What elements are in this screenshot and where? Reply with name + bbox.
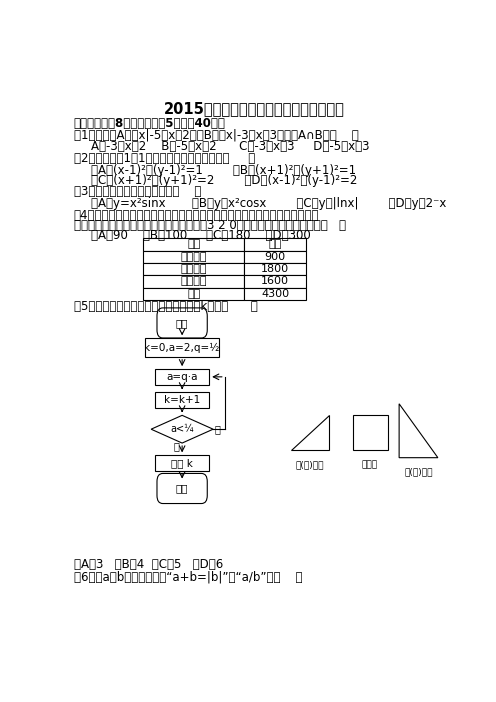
Text: 合计: 合计: [187, 289, 200, 298]
Text: 是: 是: [174, 441, 180, 451]
Text: a=q·a: a=q·a: [166, 372, 198, 382]
Text: k=k+1: k=k+1: [164, 395, 200, 405]
Text: 输出 k: 输出 k: [171, 458, 193, 468]
Text: （2）圆心为（1，1）且过原点的圆的方程是（     ）: （2）圆心为（1，1）且过原点的圆的方程是（ ）: [73, 152, 255, 165]
Text: （A）90    （B）100     （C）180    （D）300: （A）90 （B）100 （C）180 （D）300: [91, 229, 311, 242]
Text: 青年教师: 青年教师: [181, 277, 207, 286]
Text: A．-3＜x＜2    B．-5＜x＜2      C．-3＜x＜3     D．-5＜x＜3: A．-3＜x＜2 B．-5＜x＜2 C．-3＜x＜3 D．-5＜x＜3: [91, 140, 370, 154]
Text: a<¼: a<¼: [170, 424, 194, 435]
Text: （3）下列函数中为偶函数的是（    ）: （3）下列函数中为偶函数的是（ ）: [73, 185, 201, 198]
Text: 一、选择题共8小题，每小题5分，冈40分。: 一、选择题共8小题，每小题5分，冈40分。: [73, 117, 226, 130]
Bar: [244, 263, 306, 275]
Bar: [143, 275, 244, 288]
FancyBboxPatch shape: [157, 473, 207, 503]
Bar: [155, 392, 209, 408]
Bar: [143, 263, 244, 275]
Polygon shape: [291, 416, 329, 450]
Bar: [143, 238, 244, 251]
Text: 开始: 开始: [176, 318, 188, 328]
Bar: [244, 251, 306, 263]
Bar: [155, 369, 209, 385]
Text: （5）执行如果所示的程序框图，输出的k値为（      ）: （5）执行如果所示的程序框图，输出的k値为（ ）: [73, 300, 257, 313]
Bar: [143, 288, 244, 300]
Polygon shape: [151, 416, 213, 443]
Text: （A）(x-1)²＋(y-1)²=1        （B）(x+1)²＋(y+1)²=1: （A）(x-1)²＋(y-1)²=1 （B）(x+1)²＋(y+1)²=1: [91, 164, 357, 176]
Bar: [143, 251, 244, 263]
Text: 否: 否: [215, 424, 221, 435]
Text: 人数: 人数: [268, 239, 282, 249]
Text: k=0,a=2,q=½: k=0,a=2,q=½: [144, 343, 220, 352]
Polygon shape: [353, 416, 387, 450]
Text: 正(左)侧图: 正(左)侧图: [296, 460, 324, 469]
Polygon shape: [399, 404, 438, 458]
Text: 类别: 类别: [187, 239, 200, 249]
Text: （1）若集合A＝｛x|-5＜x＜2｝，B＝｛x|-3＜x＜3｝，则A∩B＝（    ）: （1）若集合A＝｛x|-5＜x＜2｝，B＝｛x|-3＜x＜3｝，则A∩B＝（ ）: [73, 129, 359, 142]
Text: 1600: 1600: [261, 277, 289, 286]
Text: 老年教师: 老年教师: [181, 252, 207, 262]
Bar: [244, 238, 306, 251]
Text: 结束: 结束: [176, 484, 188, 494]
Text: （4）某校老年，中年和青年教师的人数见下表，采用分层抗样的方法调查教师: （4）某校老年，中年和青年教师的人数见下表，采用分层抗样的方法调查教师: [73, 209, 319, 222]
Text: （C）(x+1)²＋(y+1)²=2        （D）(x-1)²＋(y-1)²=2: （C）(x+1)²＋(y+1)²=2 （D）(x-1)²＋(y-1)²=2: [91, 173, 358, 187]
Text: 侧(右)侧图: 侧(右)侧图: [404, 468, 433, 477]
Text: 900: 900: [264, 252, 286, 262]
Text: 4300: 4300: [261, 289, 289, 298]
Text: 的身体情况，在抖取的样本中，青年教师有3 2 0人，则该样本的老年人数为（   ）: 的身体情况，在抖取的样本中，青年教师有3 2 0人，则该样本的老年人数为（ ）: [73, 219, 346, 232]
Bar: [244, 275, 306, 288]
FancyBboxPatch shape: [157, 308, 207, 338]
Text: （6）设a，b是非零向量，“a+b=|b|”是“a/b”的（    ）: （6）设a，b是非零向量，“a+b=|b|”是“a/b”的（ ）: [73, 571, 302, 584]
Text: 1800: 1800: [261, 264, 289, 274]
Text: 俯视图: 俯视图: [362, 460, 378, 469]
Bar: [244, 288, 306, 300]
Bar: [145, 338, 219, 357]
Text: 2015年北京高考文科数学试题及参考答案: 2015年北京高考文科数学试题及参考答案: [164, 101, 345, 116]
Text: （A）3   （B）4  （C）5   （D）6: （A）3 （B）4 （C）5 （D）6: [73, 558, 223, 571]
Bar: [155, 456, 209, 471]
Text: （A）y=x²sinx       （B）y＝x²cosx        （C）y＝|lnx|        （D）y＝2⁻x: （A）y=x²sinx （B）y＝x²cosx （C）y＝|lnx| （D）y＝…: [91, 197, 447, 210]
Text: 中年教师: 中年教师: [181, 264, 207, 274]
